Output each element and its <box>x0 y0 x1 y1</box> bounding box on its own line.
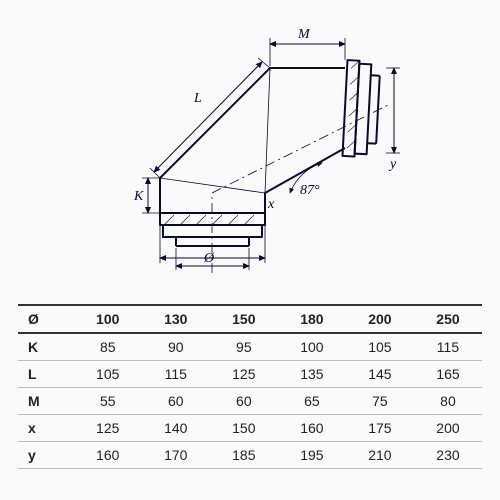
dim-angle: 87° <box>290 163 322 198</box>
dim-y: y <box>386 68 400 172</box>
dim-x: x <box>160 197 275 263</box>
col-5: 250 <box>414 305 482 333</box>
table-body: K 85 90 95 100 105 115 L 105 115 125 135… <box>18 333 482 469</box>
col-1: 130 <box>142 305 210 333</box>
table-row: K 85 90 95 100 105 115 <box>18 333 482 361</box>
upper-socket <box>342 60 380 158</box>
label-L: L <box>193 91 202 106</box>
page: K L M x <box>0 0 500 500</box>
diagram-svg: K L M x <box>90 8 410 278</box>
col-3: 180 <box>278 305 346 333</box>
label-y: y <box>388 157 397 172</box>
table-header-row: Ø 100 130 150 180 200 250 <box>18 305 482 333</box>
dim-K: K <box>133 178 160 213</box>
label-M: M <box>297 27 311 42</box>
col-2: 150 <box>210 305 278 333</box>
elbow-diagram: K L M x <box>18 8 482 298</box>
label-x: x <box>267 197 275 212</box>
table-row: M 55 60 60 65 75 80 <box>18 388 482 415</box>
dimension-table: Ø 100 130 150 180 200 250 K 85 90 95 100… <box>18 304 482 469</box>
dim-diameter: Ø <box>176 248 249 270</box>
dim-M: M <box>270 27 345 66</box>
hatching <box>164 60 359 225</box>
label-dia: Ø <box>203 251 215 266</box>
col-0: 100 <box>74 305 142 333</box>
lower-socket <box>160 213 265 246</box>
col-4: 200 <box>346 305 414 333</box>
centerline-a <box>212 104 390 193</box>
label-K: K <box>133 189 144 204</box>
dim-L: L <box>150 58 270 178</box>
table-row: L 105 115 125 135 145 165 <box>18 361 482 388</box>
label-angle: 87° <box>300 183 320 198</box>
table-row: y 160 170 185 195 210 230 <box>18 442 482 469</box>
table-row: x 125 140 150 160 175 200 <box>18 415 482 442</box>
header-symbol: Ø <box>18 305 74 333</box>
